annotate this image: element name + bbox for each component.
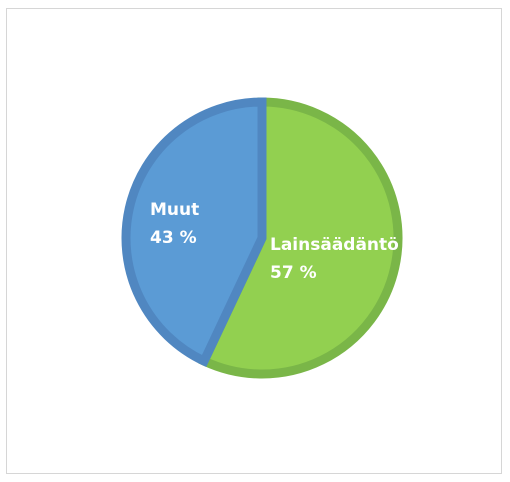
- pie-slice-0: [198, 97, 403, 379]
- slice-category-label-0: Lainsäädäntö: [270, 235, 399, 255]
- slice-category-label-1: Muut: [150, 200, 199, 220]
- pie-slices: [121, 97, 403, 379]
- pie-labels: Lainsäädäntö 57 % Muut 43 %: [150, 200, 399, 283]
- pie-slice-1: [121, 97, 267, 368]
- slice-value-label-0: 57 %: [270, 263, 317, 283]
- slice-value-label-1: 43 %: [150, 228, 197, 248]
